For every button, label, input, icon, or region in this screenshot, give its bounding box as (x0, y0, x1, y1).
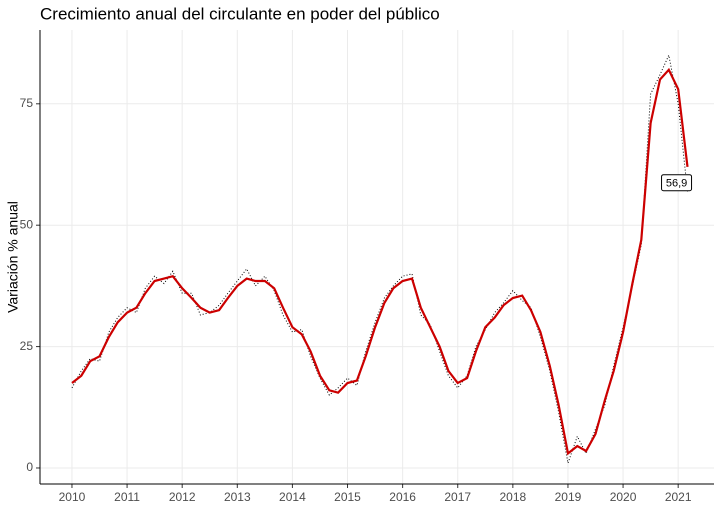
series-line (71, 67, 689, 456)
x-tick-label: 2012 (169, 490, 196, 504)
x-tick-label: 2011 (114, 490, 140, 504)
y-tick-label: 25 (20, 339, 34, 353)
x-tick-label: 2020 (610, 490, 637, 504)
x-tick-label: 2015 (334, 490, 361, 504)
y-tick-label: 0 (26, 460, 33, 474)
y-tick-label: 50 (20, 217, 34, 231)
x-tick-label: 2014 (279, 490, 306, 504)
y-axis-label: Variación % anual (5, 201, 21, 313)
chart-title: Crecimiento anual del circulante en pode… (40, 4, 440, 23)
x-tick-label: 2016 (389, 490, 416, 504)
y-tick-label: 75 (20, 96, 34, 110)
annotation: 56,9 (666, 178, 687, 190)
series-line (71, 53, 688, 466)
x-tick-label: 2021 (665, 490, 692, 504)
x-tick-label: 2019 (555, 490, 582, 504)
x-tick-label: 2010 (59, 490, 86, 504)
x-tick-label: 2013 (224, 490, 251, 504)
x-tick-label: 2018 (499, 490, 526, 504)
annotation-box (661, 174, 693, 192)
x-tick-label: 2017 (444, 490, 471, 504)
